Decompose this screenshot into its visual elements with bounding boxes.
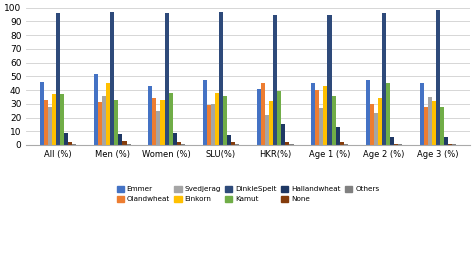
- Bar: [40, 82, 44, 145]
- Bar: [122, 141, 127, 145]
- Bar: [424, 106, 428, 145]
- Bar: [382, 13, 386, 145]
- Bar: [211, 104, 215, 145]
- Bar: [328, 15, 331, 145]
- Bar: [48, 106, 52, 145]
- Bar: [98, 102, 102, 145]
- Bar: [207, 105, 211, 145]
- Bar: [444, 137, 448, 145]
- Bar: [127, 144, 131, 145]
- Bar: [110, 12, 114, 145]
- Bar: [273, 15, 277, 145]
- Bar: [432, 101, 436, 145]
- Bar: [319, 108, 323, 145]
- Bar: [181, 144, 185, 145]
- Bar: [277, 92, 282, 145]
- Bar: [394, 144, 398, 145]
- Bar: [448, 144, 452, 145]
- Bar: [420, 83, 424, 145]
- Bar: [152, 98, 156, 145]
- Bar: [265, 115, 269, 145]
- Bar: [173, 133, 177, 145]
- Bar: [94, 74, 98, 145]
- Bar: [452, 144, 456, 145]
- Bar: [282, 124, 285, 145]
- Bar: [72, 144, 76, 145]
- Bar: [344, 144, 348, 145]
- Bar: [52, 94, 56, 145]
- Bar: [436, 10, 440, 145]
- Bar: [102, 95, 106, 145]
- Bar: [169, 93, 173, 145]
- Bar: [177, 142, 181, 145]
- Bar: [290, 144, 293, 145]
- Bar: [60, 94, 64, 145]
- Bar: [202, 80, 207, 145]
- Bar: [219, 12, 223, 145]
- Bar: [68, 142, 72, 145]
- Bar: [64, 133, 68, 145]
- Bar: [148, 86, 152, 145]
- Bar: [374, 113, 378, 145]
- Bar: [227, 135, 231, 145]
- Bar: [118, 134, 122, 145]
- Bar: [370, 104, 374, 145]
- Bar: [161, 100, 164, 145]
- Bar: [114, 100, 118, 145]
- Bar: [231, 142, 235, 145]
- Bar: [323, 86, 328, 145]
- Bar: [315, 90, 319, 145]
- Bar: [386, 83, 390, 145]
- Bar: [215, 93, 219, 145]
- Bar: [44, 100, 48, 145]
- Bar: [106, 83, 110, 145]
- Bar: [285, 142, 290, 145]
- Bar: [390, 137, 394, 145]
- Bar: [261, 83, 265, 145]
- Bar: [340, 142, 344, 145]
- Bar: [336, 127, 340, 145]
- Bar: [269, 101, 273, 145]
- Bar: [365, 80, 370, 145]
- Bar: [235, 144, 239, 145]
- Bar: [428, 97, 432, 145]
- Bar: [257, 89, 261, 145]
- Bar: [378, 98, 382, 145]
- Bar: [156, 111, 161, 145]
- Bar: [440, 106, 444, 145]
- Legend: Emmer, Olandwheat, Svedjerag, Einkorn, DinkleSpelt, Kamut, Hallandwheat, None, O: Emmer, Olandwheat, Svedjerag, Einkorn, D…: [114, 183, 383, 205]
- Bar: [164, 13, 169, 145]
- Bar: [56, 13, 60, 145]
- Bar: [331, 95, 336, 145]
- Bar: [398, 144, 402, 145]
- Bar: [223, 95, 227, 145]
- Bar: [311, 83, 315, 145]
